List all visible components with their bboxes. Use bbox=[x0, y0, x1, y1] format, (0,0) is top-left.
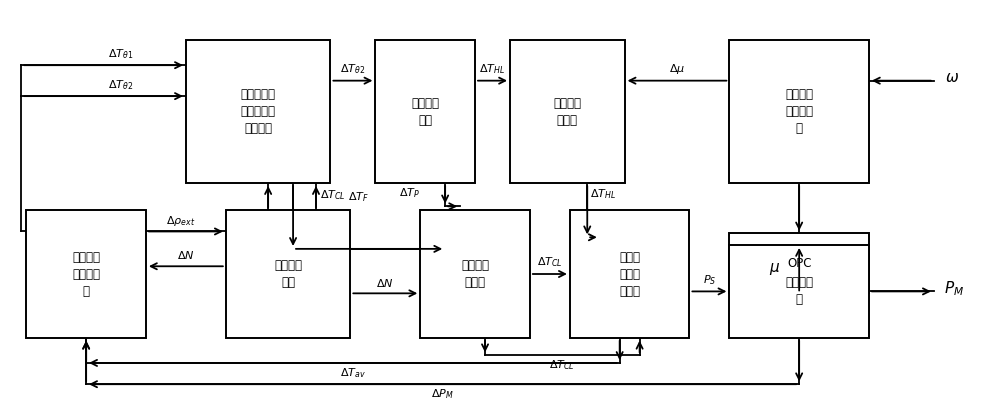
Text: OPC: OPC bbox=[787, 257, 811, 270]
Text: 冷线温度
度模型: 冷线温度 度模型 bbox=[461, 259, 489, 289]
Text: 堆芯燃料和
冷却剂热量
传递模型: 堆芯燃料和 冷却剂热量 传递模型 bbox=[241, 88, 276, 135]
FancyBboxPatch shape bbox=[226, 210, 350, 338]
Text: $\Delta T_{\theta 2}$: $\Delta T_{\theta 2}$ bbox=[108, 79, 134, 92]
FancyBboxPatch shape bbox=[510, 40, 625, 183]
Text: $\mu$: $\mu$ bbox=[769, 261, 780, 277]
FancyBboxPatch shape bbox=[570, 210, 689, 338]
Text: 汽轮机模
型: 汽轮机模 型 bbox=[785, 276, 813, 306]
Text: $\Delta T_{CL}$: $\Delta T_{CL}$ bbox=[320, 188, 346, 202]
Text: $\omega$: $\omega$ bbox=[945, 70, 959, 85]
Text: $\Delta T_F$: $\Delta T_F$ bbox=[348, 190, 369, 204]
FancyBboxPatch shape bbox=[26, 210, 146, 338]
Text: $\Delta T_{\theta 2}$: $\Delta T_{\theta 2}$ bbox=[340, 62, 366, 76]
Text: $\Delta T_{av}$: $\Delta T_{av}$ bbox=[340, 366, 366, 379]
Text: $\Delta T_{CL}$: $\Delta T_{CL}$ bbox=[549, 358, 575, 372]
Text: 蒸汽发生
器模型: 蒸汽发生 器模型 bbox=[553, 97, 581, 127]
Text: 汽轮机调
速系统模
型: 汽轮机调 速系统模 型 bbox=[785, 88, 813, 135]
FancyBboxPatch shape bbox=[420, 210, 530, 338]
Text: 反应堆功
率控制系
统: 反应堆功 率控制系 统 bbox=[72, 251, 100, 298]
Text: $\Delta N$: $\Delta N$ bbox=[177, 249, 195, 261]
Text: $\Delta T_{\theta 1}$: $\Delta T_{\theta 1}$ bbox=[108, 47, 134, 61]
Text: $\Delta T_{HL}$: $\Delta T_{HL}$ bbox=[590, 187, 616, 201]
Text: $\Delta\rho_{ext}$: $\Delta\rho_{ext}$ bbox=[166, 214, 196, 228]
FancyBboxPatch shape bbox=[186, 40, 330, 183]
Text: $\Delta T_{CL}$: $\Delta T_{CL}$ bbox=[537, 255, 563, 269]
FancyBboxPatch shape bbox=[375, 40, 475, 183]
Text: $\Delta\mu$: $\Delta\mu$ bbox=[669, 62, 685, 76]
Text: 热线温度
模型: 热线温度 模型 bbox=[411, 97, 439, 127]
Text: 中子动态
模型: 中子动态 模型 bbox=[274, 259, 302, 289]
FancyBboxPatch shape bbox=[729, 233, 869, 294]
Text: 一回路
平均温
度模型: 一回路 平均温 度模型 bbox=[619, 251, 640, 298]
FancyBboxPatch shape bbox=[729, 245, 869, 338]
Text: $\Delta T_P$: $\Delta T_P$ bbox=[399, 186, 420, 200]
Text: $\Delta T_{HL}$: $\Delta T_{HL}$ bbox=[479, 62, 506, 76]
Text: $P_S$: $P_S$ bbox=[703, 273, 716, 287]
Text: $\Delta N$: $\Delta N$ bbox=[376, 277, 394, 288]
FancyBboxPatch shape bbox=[729, 40, 869, 183]
Text: $P_M$: $P_M$ bbox=[944, 279, 964, 298]
Text: $\Delta P_M$: $\Delta P_M$ bbox=[431, 387, 454, 401]
